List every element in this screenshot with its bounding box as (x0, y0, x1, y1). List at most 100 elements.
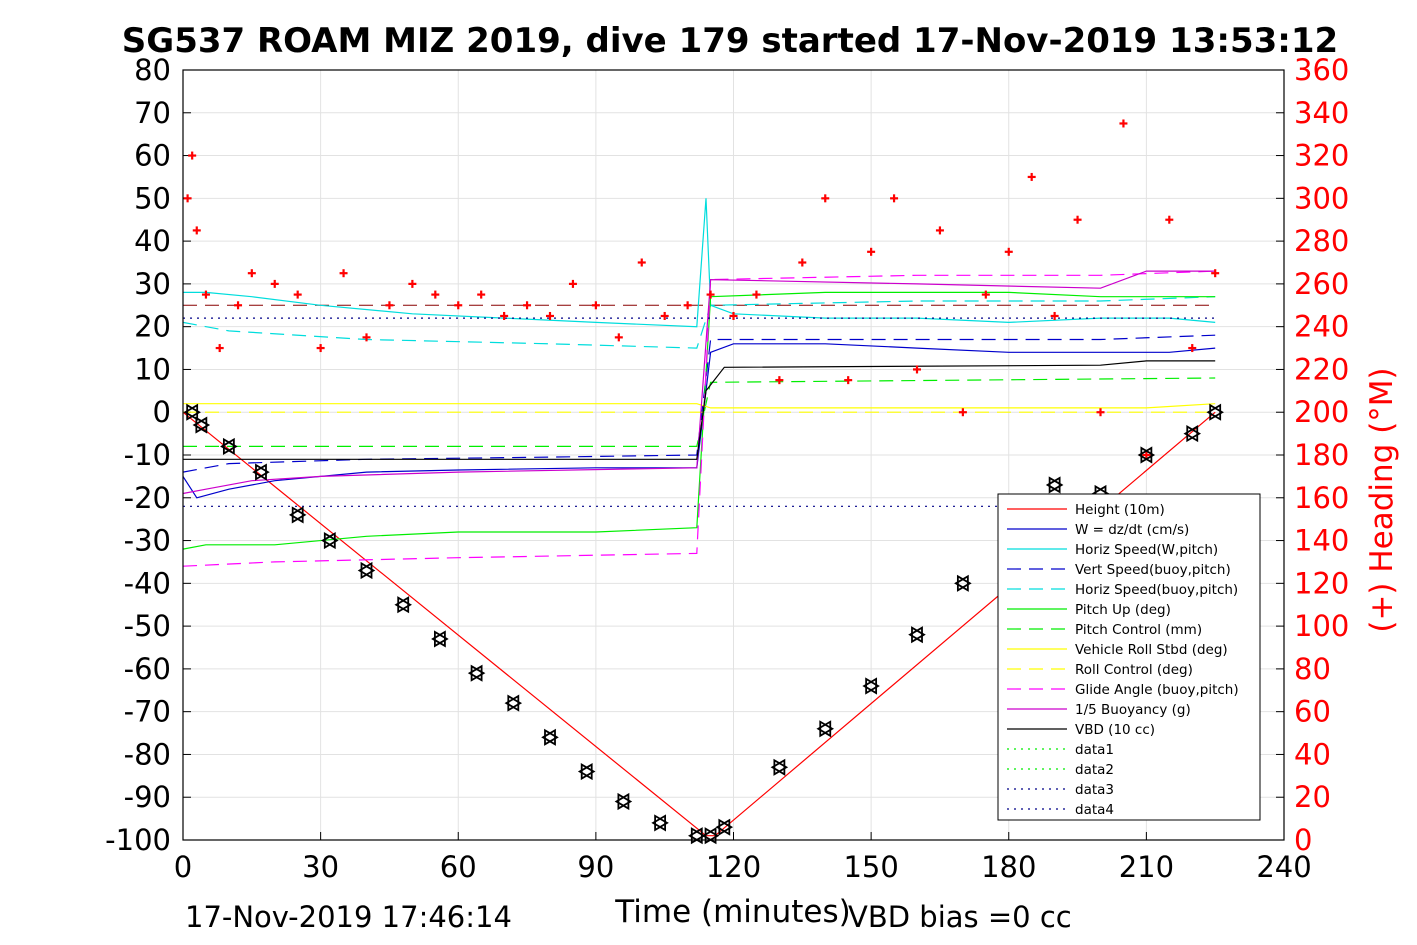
heading-point (958, 408, 967, 417)
vbd-marker-reverse (718, 818, 734, 836)
y-right-tick-label: 220 (1294, 352, 1349, 386)
y-right-tick-label: 300 (1294, 181, 1349, 215)
heading-point (188, 151, 197, 160)
heading-point (1073, 215, 1082, 224)
heading-point (821, 194, 830, 203)
y-right-tick-label: 60 (1294, 695, 1331, 729)
heading-point (1188, 344, 1197, 353)
legend-label: Height (10m) (1075, 502, 1165, 518)
legend-label: Horiz Speed(buoy,pitch) (1075, 582, 1238, 598)
vbd-marker (614, 792, 630, 811)
vbd-marker-reverse (704, 827, 720, 845)
y-left-tick-label: -50 (124, 609, 171, 643)
heading-point (408, 279, 417, 288)
vbd-marker-reverse (222, 437, 238, 456)
vbd-marker-reverse (544, 728, 559, 746)
vbd-marker-reverse (1186, 425, 1202, 443)
heading-points-layer (183, 119, 1220, 459)
vbd-marker (192, 416, 208, 434)
heading-point (385, 301, 394, 310)
heading-point (1096, 408, 1105, 417)
heading-point (454, 301, 463, 310)
x-tick-label: 120 (706, 850, 761, 884)
y-right-tick-label: 240 (1294, 310, 1349, 344)
heading-point (844, 376, 853, 385)
heading-point (1142, 451, 1151, 459)
vbd-marker-reverse (580, 762, 596, 781)
vbd-marker (651, 814, 666, 832)
legend-label: VBD (10 cc) (1075, 722, 1155, 738)
y-right-tick-label: 320 (1294, 139, 1349, 173)
vbd-marker-reverse (507, 694, 523, 712)
y-right-tick-label: 20 (1294, 780, 1331, 814)
y-left-tick-label: 30 (134, 267, 171, 301)
y-right-tick-label: 340 (1294, 96, 1349, 130)
plot-frame (182, 69, 1285, 841)
y-left-tick-label: 10 (134, 352, 171, 386)
heading-point (362, 333, 371, 342)
y-left-tick-label: -80 (124, 737, 171, 771)
vbd-marker-reverse (617, 792, 633, 811)
heading-point (546, 311, 554, 320)
heading-point (1004, 247, 1013, 256)
heading-point (500, 311, 509, 320)
legend-label: W = dz/dt (cm/s) (1075, 522, 1189, 538)
vbd-marker (394, 596, 410, 614)
vbd-marker (467, 664, 483, 682)
vbd-markers-layer (183, 403, 1224, 845)
y-right-tick-label: 140 (1294, 524, 1349, 558)
heading-point (183, 194, 192, 203)
series-line-11 (183, 360, 1216, 460)
heading-point (775, 376, 784, 385)
heading-point (614, 333, 623, 342)
heading-point (913, 365, 921, 374)
vbd-marker (1183, 425, 1199, 443)
y-left-tick-label: -40 (124, 566, 171, 600)
heading-point (798, 258, 807, 267)
vbd-marker-reverse (956, 574, 972, 592)
y-left-tick-label: -10 (124, 438, 171, 472)
vbd-marker (431, 630, 446, 648)
vbd-marker (321, 531, 336, 550)
heading-point (752, 290, 761, 299)
footer-vbd-bias: VBD bias =0 cc (848, 900, 1072, 934)
vbd-marker (1045, 476, 1061, 494)
vbd-marker (954, 574, 969, 592)
vbd-marker-reverse (186, 403, 201, 421)
heading-point (234, 301, 243, 310)
heading-point (981, 290, 990, 299)
vbd-marker-reverse (819, 720, 835, 738)
vbd-marker (816, 720, 832, 738)
y-left-tick-label: 40 (134, 224, 171, 258)
heading-point (523, 301, 532, 310)
y-left-tick-label: 0 (153, 395, 171, 429)
vbd-marker-reverse (911, 626, 926, 644)
series-line-4 (182, 296, 1216, 349)
legend-label: Pitch Up (deg) (1075, 602, 1171, 618)
legend-label: data4 (1075, 802, 1114, 818)
heading-point (247, 269, 256, 278)
vbd-marker (862, 677, 878, 695)
y-right-tick-label: 280 (1294, 224, 1349, 258)
heading-point (192, 226, 201, 235)
x-tick-label: 240 (1256, 850, 1311, 884)
vbd-marker (220, 437, 235, 456)
vbd-marker-reverse (397, 596, 412, 614)
y-right-tick-label: 360 (1294, 53, 1349, 87)
series-line-7 (183, 403, 1216, 409)
legend-label: data1 (1075, 742, 1114, 758)
x-tick-label: 60 (440, 850, 477, 884)
legend-label: 1/5 Buoyancy (g) (1075, 702, 1191, 718)
vbd-marker (504, 694, 520, 712)
vbd-marker (1206, 403, 1222, 421)
chart-title: SG537 ROAM MIZ 2019, dive 179 started 17… (122, 21, 1338, 61)
legend-label: Vehicle Roll Stbd (deg) (1075, 642, 1228, 658)
y-right-tick-label: 100 (1294, 609, 1349, 643)
legend-label: Glide Angle (buoy,pitch) (1075, 682, 1239, 698)
vbd-marker-reverse (291, 506, 307, 524)
heading-point (1119, 119, 1128, 128)
heading-point (660, 311, 669, 320)
vbd-marker-reverse (773, 758, 789, 776)
heading-point (706, 290, 715, 299)
